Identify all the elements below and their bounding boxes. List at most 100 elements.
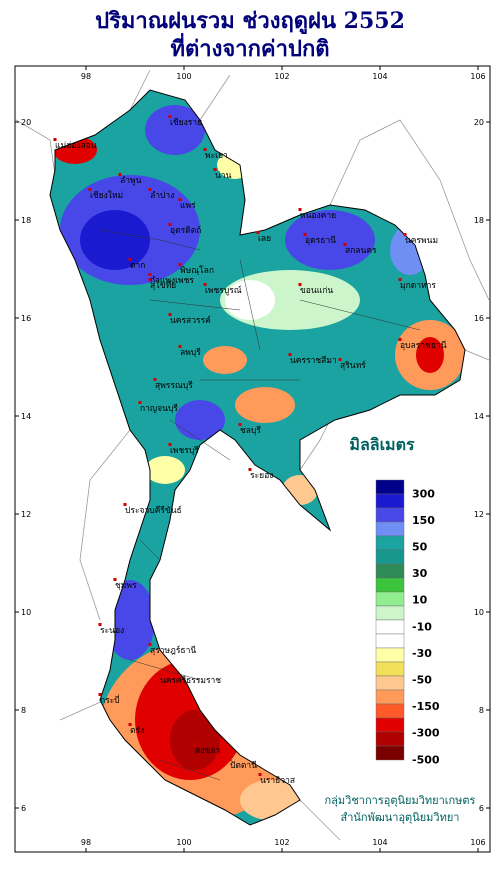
legend-label: 150 (412, 514, 435, 527)
place-label: ตาก (130, 261, 145, 271)
legend-swatch (375, 689, 405, 705)
place-marker (123, 503, 127, 506)
place-marker (193, 743, 197, 746)
legend-label: -10 (412, 620, 432, 633)
place-marker (118, 173, 122, 176)
place-label: แม่ฮ่องสอน (55, 141, 97, 151)
legend-swatch (375, 521, 405, 537)
place-marker (298, 208, 302, 211)
legend-label: -500 (412, 753, 440, 766)
place-label: สุราษฎร์ธานี (150, 645, 196, 656)
place-label: ชุมพร (115, 581, 137, 591)
lat-tick-label: 10 (21, 608, 31, 617)
place-label: แพร่ (180, 201, 196, 211)
legend-swatch (375, 731, 405, 747)
lat-tick-label: 18 (21, 216, 31, 225)
place-marker (213, 168, 217, 171)
lon-tick-label: 104 (372, 838, 387, 847)
place-label: ระยอง (250, 471, 273, 481)
place-marker (98, 693, 102, 696)
place-label: สงขลา (195, 746, 220, 756)
place-marker (338, 358, 342, 361)
place-label: สุโขทัย (150, 280, 176, 291)
lat-tick-label: 8 (21, 706, 26, 715)
place-label: ปัตตานี (230, 760, 257, 771)
place-label: เชียงใหม่ (90, 190, 123, 201)
place-marker (153, 378, 157, 381)
lat-tick-label: 14 (21, 412, 31, 421)
place-label: กาญจนบุรี (140, 403, 178, 414)
legend-swatch (375, 675, 405, 691)
lat-tick-label: 8 (479, 706, 484, 715)
place-label: ลำปาง (150, 191, 174, 201)
lat-tick-label: 12 (21, 510, 31, 519)
lon-tick-label: 98 (81, 838, 91, 847)
place-marker (128, 723, 132, 726)
place-marker (168, 443, 172, 446)
legend-label: -50 (412, 674, 432, 687)
place-marker (203, 283, 207, 286)
lat-tick-label: 14 (474, 412, 484, 421)
lat-tick-label: 20 (474, 118, 484, 127)
place-marker (298, 283, 302, 286)
place-marker (168, 223, 172, 226)
legend-swatch (375, 633, 405, 649)
legend-swatch (375, 549, 405, 565)
place-marker (238, 423, 242, 426)
place-marker (53, 138, 57, 141)
place-marker (398, 278, 402, 281)
place-marker (403, 233, 407, 236)
neighbor-borders (15, 69, 490, 841)
place-label: หนองคาย (300, 211, 336, 221)
lon-tick-label: 102 (274, 72, 289, 81)
legend-title: มิลลิเมตร (349, 435, 415, 454)
place-marker (248, 468, 252, 471)
place-label: มุกดาหาร (400, 281, 436, 291)
place-label: นครราชสีมา (290, 355, 337, 366)
place-marker (148, 643, 152, 646)
place-marker (288, 353, 292, 356)
legend-swatch (375, 717, 405, 733)
lat-tick-label: 6 (479, 804, 484, 813)
legend-swatch (375, 745, 405, 761)
title-line: ปริมาณฝนรวม ช่วงฤดูฝน 2552 (95, 8, 405, 35)
place-marker (88, 188, 92, 191)
lon-tick-label: 104 (372, 72, 387, 81)
place-label: นครสวรรค์ (170, 315, 211, 326)
place-marker (98, 623, 102, 626)
legend-label: -300 (412, 727, 440, 740)
place-label: นครศรีธรรมราช (160, 675, 221, 686)
lon-tick-label: 106 (470, 838, 485, 847)
place-marker (178, 345, 182, 348)
legend-label: 50 (412, 541, 428, 554)
legend-label: 300 (412, 487, 435, 500)
place-label: สุรินทร์ (340, 360, 366, 371)
lat-tick-label: 16 (474, 314, 484, 323)
legend-label: 10 (412, 594, 428, 607)
place-label: ลพบุรี (180, 347, 201, 358)
lon-tick-label: 100 (176, 838, 191, 847)
legend-swatch (375, 535, 405, 551)
legend-swatch (375, 703, 405, 719)
legend-swatch (375, 479, 405, 495)
place-label: ตรัง (130, 726, 144, 736)
lat-tick-label: 12 (474, 510, 484, 519)
legend-label: -30 (412, 647, 432, 660)
credit-line: กลุ่มวิชาการอุตุนิยมวิทยาเกษตร (325, 794, 476, 807)
legend-swatch (375, 563, 405, 579)
place-label: ประจวบคีรีขันธ์ (125, 505, 182, 516)
lon-tick-label: 102 (274, 838, 289, 847)
place-label: ลำพูน (120, 176, 142, 186)
place-label: สุพรรณบุรี (155, 380, 193, 391)
place-label: พิษณุโลก (180, 265, 214, 276)
place-label: อุบลราชธานี (400, 340, 447, 351)
place-marker (168, 313, 172, 316)
legend-label: 30 (412, 567, 428, 580)
legend-label: -150 (412, 700, 440, 713)
place-marker (128, 258, 132, 261)
place-marker (138, 401, 142, 404)
lat-tick-label: 6 (21, 804, 26, 813)
place-label: เลย (258, 234, 271, 244)
lon-tick-label: 98 (81, 72, 91, 81)
